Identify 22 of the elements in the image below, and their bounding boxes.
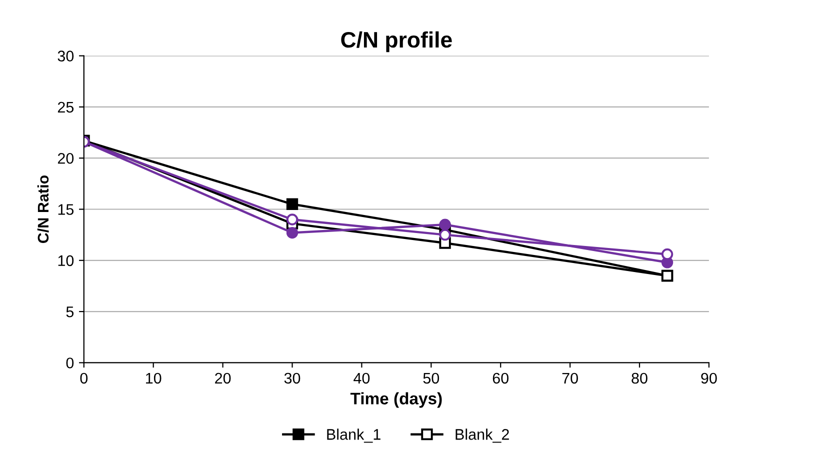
y-tick-label: 20 [58,152,74,164]
legend-label: Blank_1 [327,428,380,443]
legend-label: Blank_2 [456,428,509,443]
y-axis-title: C/N Ratio [37,175,49,243]
x-tick-label: 50 [423,372,440,384]
x-tick-label: 30 [284,372,300,384]
x-axis-title: Time (days) [350,392,442,408]
chart-title: C/N profile [341,31,452,52]
x-tick-label: 0 [80,372,88,384]
y-tick-label: 15 [58,204,74,215]
y-tick-label: 30 [58,50,74,62]
x-tick-label: 20 [215,372,231,384]
x-tick-label: 40 [354,372,370,384]
x-tick-label: 90 [701,372,717,384]
y-tick-label: 0 [66,358,74,368]
x-tick-label: 70 [562,372,578,384]
x-tick-label: 10 [146,372,162,384]
y-tick-label: 25 [58,102,74,113]
x-tick-label: 60 [492,372,509,384]
x-tick-label: 80 [632,372,648,384]
y-tick-label: 10 [58,255,74,266]
y-tick-label: 5 [66,306,74,318]
